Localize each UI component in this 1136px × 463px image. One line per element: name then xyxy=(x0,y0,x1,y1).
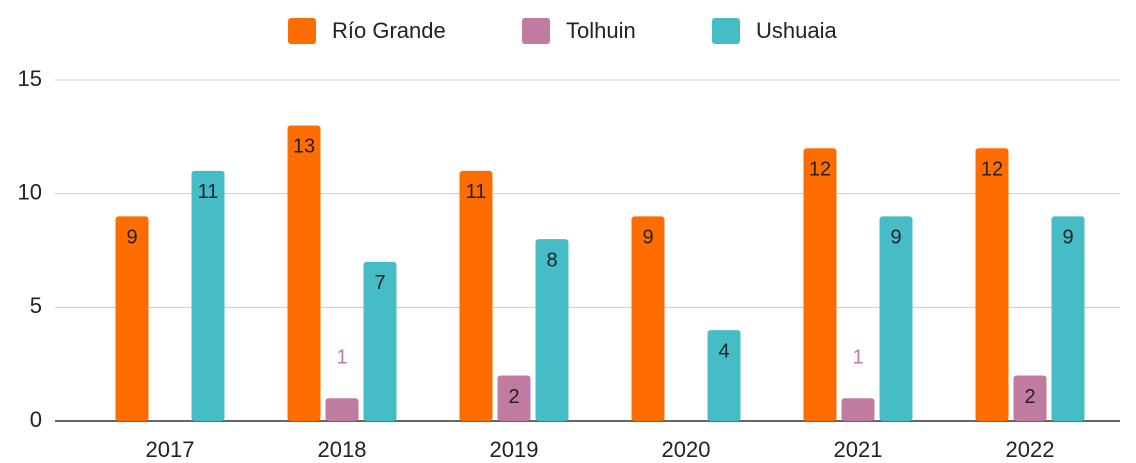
bar xyxy=(115,216,149,421)
y-tick-label: 5 xyxy=(30,293,42,318)
legend-label: Río Grande xyxy=(332,18,446,43)
bar xyxy=(1051,216,1085,421)
data-label: 9 xyxy=(642,227,653,249)
data-label: 7 xyxy=(374,272,385,294)
data-label: 8 xyxy=(546,249,557,271)
bar xyxy=(459,170,493,421)
x-tick-label: 2022 xyxy=(1006,437,1055,462)
x-tick-label: 2021 xyxy=(834,437,883,462)
x-tick-label: 2019 xyxy=(490,437,539,462)
x-tick-label: 2020 xyxy=(662,437,711,462)
bar xyxy=(191,170,225,421)
bar xyxy=(707,330,741,421)
bar xyxy=(841,398,875,421)
data-label: 12 xyxy=(981,158,1003,180)
data-label: 13 xyxy=(293,136,315,158)
x-tick-label: 2018 xyxy=(318,437,367,462)
bar xyxy=(325,398,359,421)
y-tick-label: 15 xyxy=(18,66,42,91)
bar xyxy=(879,216,913,421)
legend-label: Tolhuin xyxy=(566,18,636,43)
legend-label: Ushuaia xyxy=(756,18,837,43)
y-tick-label: 10 xyxy=(18,179,42,204)
data-label: 1 xyxy=(336,347,347,369)
bar xyxy=(497,375,531,421)
legend-swatch xyxy=(712,18,740,44)
data-label: 11 xyxy=(466,181,487,203)
bar xyxy=(975,148,1009,421)
bar xyxy=(803,148,837,421)
bar xyxy=(631,216,665,421)
y-tick-label: 0 xyxy=(30,407,42,432)
data-label: 9 xyxy=(126,227,137,249)
data-label: 11 xyxy=(198,181,219,203)
bar xyxy=(287,125,321,421)
bar xyxy=(535,239,569,421)
data-label: 1 xyxy=(852,347,863,369)
data-label: 2 xyxy=(508,386,519,408)
data-label: 12 xyxy=(809,158,831,180)
data-label: 9 xyxy=(1062,227,1073,249)
legend-swatch xyxy=(522,18,550,44)
data-label: 4 xyxy=(718,340,729,362)
data-label: 9 xyxy=(890,227,901,249)
data-label: 2 xyxy=(1024,386,1035,408)
bar xyxy=(363,261,397,421)
x-tick-label: 2017 xyxy=(146,437,195,462)
bar xyxy=(1013,375,1047,421)
legend-swatch xyxy=(288,18,316,44)
